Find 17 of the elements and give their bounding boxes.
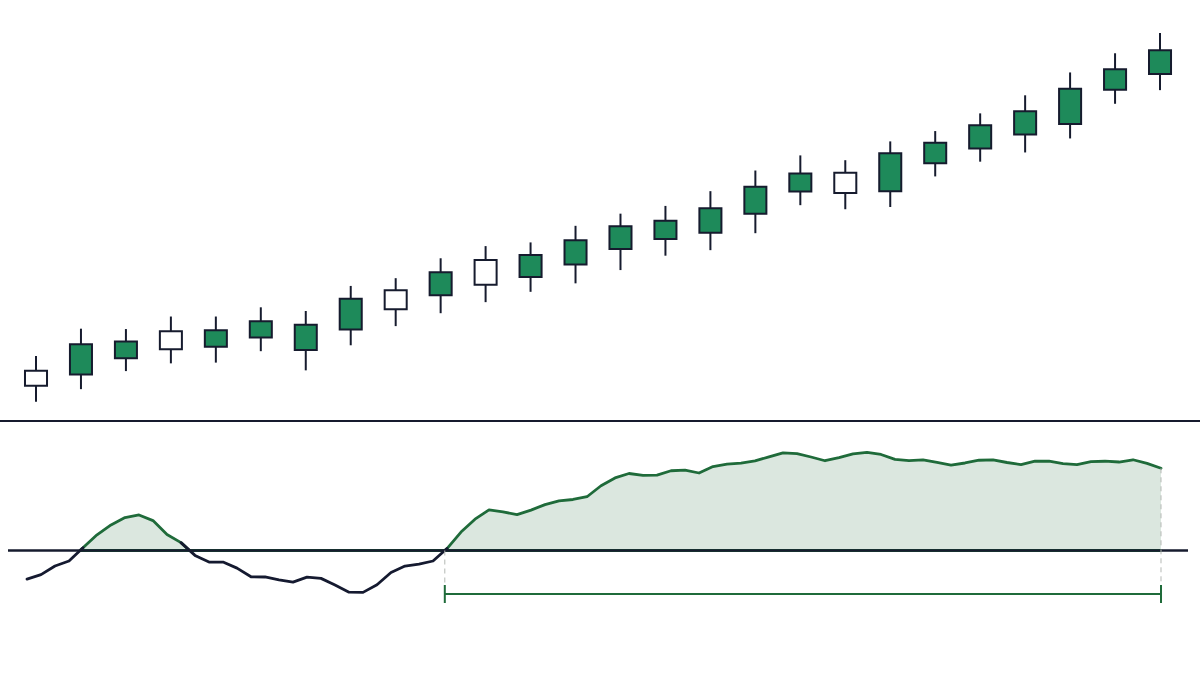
candlestick bbox=[833, 159, 858, 211]
candlestick bbox=[1013, 94, 1038, 154]
candlestick bbox=[23, 354, 49, 403]
candlestick bbox=[113, 328, 138, 373]
candlestick bbox=[1148, 31, 1173, 92]
candlestick bbox=[158, 315, 183, 365]
candlestick bbox=[518, 241, 543, 293]
candlestick bbox=[248, 306, 273, 353]
candlestick bbox=[653, 204, 678, 257]
candlestick bbox=[608, 212, 633, 272]
candlestick bbox=[968, 112, 993, 163]
candlestick bbox=[428, 257, 453, 315]
candlestick bbox=[383, 277, 408, 328]
candlestick bbox=[1103, 52, 1128, 105]
candlestick bbox=[788, 154, 813, 207]
candlestick bbox=[923, 130, 948, 178]
candlestick bbox=[203, 315, 228, 364]
